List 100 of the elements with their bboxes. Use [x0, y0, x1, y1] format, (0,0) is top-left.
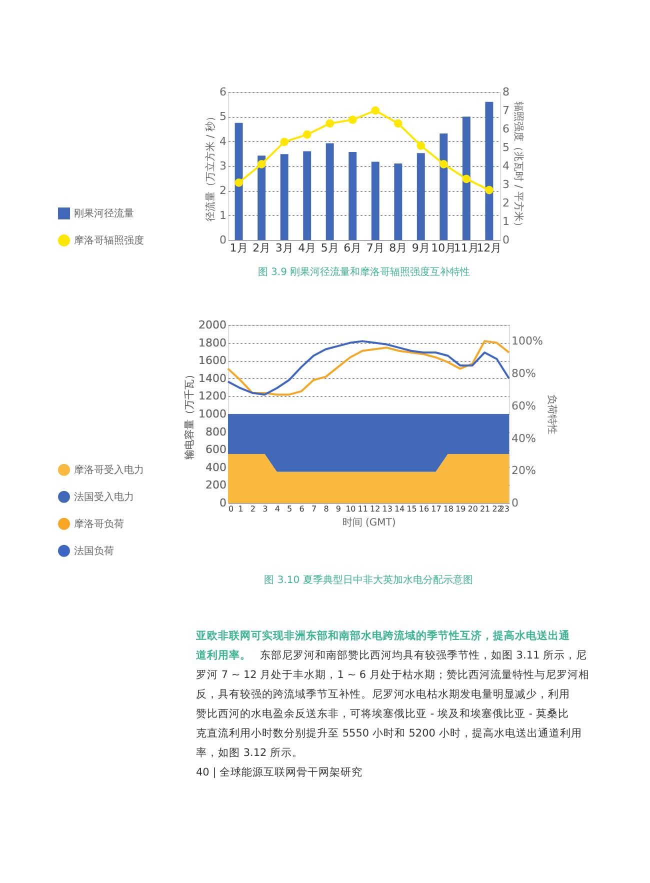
x-tick-label: 10 — [346, 504, 356, 514]
x-tick-label: 0 — [228, 504, 234, 514]
x-tick-label: 18 — [443, 504, 454, 514]
bar — [258, 156, 266, 240]
bar — [416, 153, 425, 240]
y2-tick-label: 100% — [512, 334, 543, 348]
point — [371, 106, 380, 115]
x-tick-label: 20 — [468, 504, 478, 514]
x-tick-label: 3 — [262, 504, 268, 514]
y-tick-label: 2 — [220, 184, 226, 198]
y2-tick-label: 80% — [512, 367, 536, 380]
x-tick-label: 4月 — [298, 242, 316, 254]
text: 率，如图 3.12 所示。 — [196, 746, 304, 759]
x-tick-label: 19 — [456, 504, 466, 514]
x-tick-label: 4 — [274, 504, 280, 514]
y-tick-label: 1400 — [198, 372, 226, 385]
bar — [234, 122, 243, 240]
x-tick-label: 6 — [299, 504, 304, 514]
bar — [462, 116, 470, 240]
text: 图 3.10 夏季典型日中非大英加水电分配示意图 — [264, 574, 473, 586]
x-tick-label: 1 — [238, 504, 244, 514]
bar — [326, 143, 334, 240]
text: 东部尼罗河和南部赞比西河均具有较强季节性，如图 3.11 所示，尼 — [260, 648, 588, 662]
x-tick-label: 3月 — [275, 242, 294, 254]
point — [462, 174, 471, 184]
x-tick-label: 7 — [311, 504, 317, 514]
point — [302, 130, 312, 139]
y-tick-label: 600 — [206, 443, 226, 456]
y2-tick-label: 60% — [512, 399, 536, 412]
point — [485, 186, 494, 194]
x-tick-label: 21 — [480, 504, 490, 514]
x-tick-label: 1月 — [230, 242, 248, 254]
bar — [280, 154, 288, 240]
y2-tick-label: 4 — [502, 160, 510, 172]
y2-tick-label: 20% — [512, 464, 536, 478]
y-tick-label: 6 — [220, 86, 226, 98]
y-tick-label: 1600 — [198, 354, 226, 368]
x-tick-label: 15 — [406, 504, 417, 514]
x-tick-label: 6月 — [344, 242, 362, 254]
text: 反，具有较强的跨流域季节互补性。尼罗河水电枯水期发电量明显减少，利用 — [196, 688, 570, 700]
text: 罗河 7 ~ 12 月处于丰水期，1 ~ 6 月处于枯水期；赞比西河流量特性与尼罗河相 — [196, 668, 590, 681]
text: 赞比西河的水电盈余反送东非，可将埃塞俄比亚 - 埃及和埃塞俄比亚 - 莫桑比 — [196, 707, 569, 720]
point — [348, 116, 357, 124]
point — [439, 160, 448, 168]
y2-tick-label: 3 — [502, 178, 510, 191]
y2-tick-label: 1 — [502, 215, 510, 228]
point — [234, 178, 243, 187]
point — [416, 141, 426, 150]
x-tick-label: 10月 — [431, 242, 456, 254]
legend-label: 法国受入电力 — [74, 490, 134, 503]
x-tick-label: 11 — [358, 504, 368, 514]
y-tick-label: 200 — [206, 478, 226, 492]
y-tick-label: 1 — [220, 208, 226, 222]
x-tick-label: 2 — [250, 504, 256, 514]
y2-axis-title: 负荷特性 — [546, 394, 558, 434]
y-tick-label: 4 — [220, 134, 226, 148]
bar — [394, 164, 402, 240]
y-tick-label: 1800 — [198, 336, 226, 350]
bar — [371, 162, 380, 240]
legend-label: 法国负荷 — [74, 544, 114, 557]
x-tick-label: 9月 — [412, 242, 430, 254]
x-tick-label: 5 — [287, 504, 292, 514]
x-tick-label: 8 — [324, 504, 329, 514]
legend-label: 摩洛哥受入电力 — [74, 464, 144, 476]
x-tick-label: 11月 — [454, 242, 479, 254]
x-axis-title: 时间 (GMT) — [342, 516, 396, 528]
point — [394, 119, 402, 128]
text: 图 3.9 刚果河径流量和摩洛哥辐照强度互补特性 — [258, 266, 470, 278]
bar — [485, 102, 494, 240]
bar — [303, 151, 312, 240]
y-tick-label: 3 — [220, 160, 226, 172]
x-tick-label: 7月 — [366, 242, 384, 254]
point — [257, 160, 266, 168]
text: 亚欧非联网可实现非洲东部和南部水电跨流域的季节性互济，提高水电送出通 — [195, 629, 571, 642]
x-tick-label: 13 — [382, 504, 392, 514]
line-series — [227, 340, 510, 396]
y-tick-label: 2000 — [198, 318, 226, 332]
legend-label: 摩洛哥负荷 — [74, 518, 124, 530]
bar — [440, 133, 448, 240]
x-tick-label: 5月 — [320, 242, 339, 254]
y2-tick-label: 5 — [502, 141, 510, 154]
point — [280, 138, 289, 146]
legend-label: 摩洛哥辐照强度 — [74, 234, 144, 246]
y2-tick-label: 40% — [512, 432, 536, 445]
legend-label: 刚果河径流量 — [74, 207, 134, 220]
point — [326, 119, 334, 128]
bar — [348, 152, 357, 240]
y2-tick-label: 0 — [502, 234, 510, 246]
y2-tick-label: 6 — [502, 122, 510, 136]
y-tick-label: 0 — [220, 234, 226, 246]
text: 克直流利用小时数分别提升至 5550 小时和 5200 小时，提高水电送出通道利用 — [196, 726, 582, 740]
x-tick-label: 14 — [394, 504, 405, 514]
y-axis-title: 径流量（万立方米 / 秒） — [204, 112, 216, 222]
x-tick-label: 12月 — [476, 242, 502, 254]
x-tick-label: 8月 — [389, 242, 408, 254]
x-tick-label: 17 — [431, 504, 442, 514]
y2-tick-label: 8 — [502, 86, 510, 98]
y-tick-label: 800 — [206, 425, 226, 438]
x-tick-label: 9 — [336, 504, 342, 514]
y-tick-label: 5 — [220, 110, 226, 124]
